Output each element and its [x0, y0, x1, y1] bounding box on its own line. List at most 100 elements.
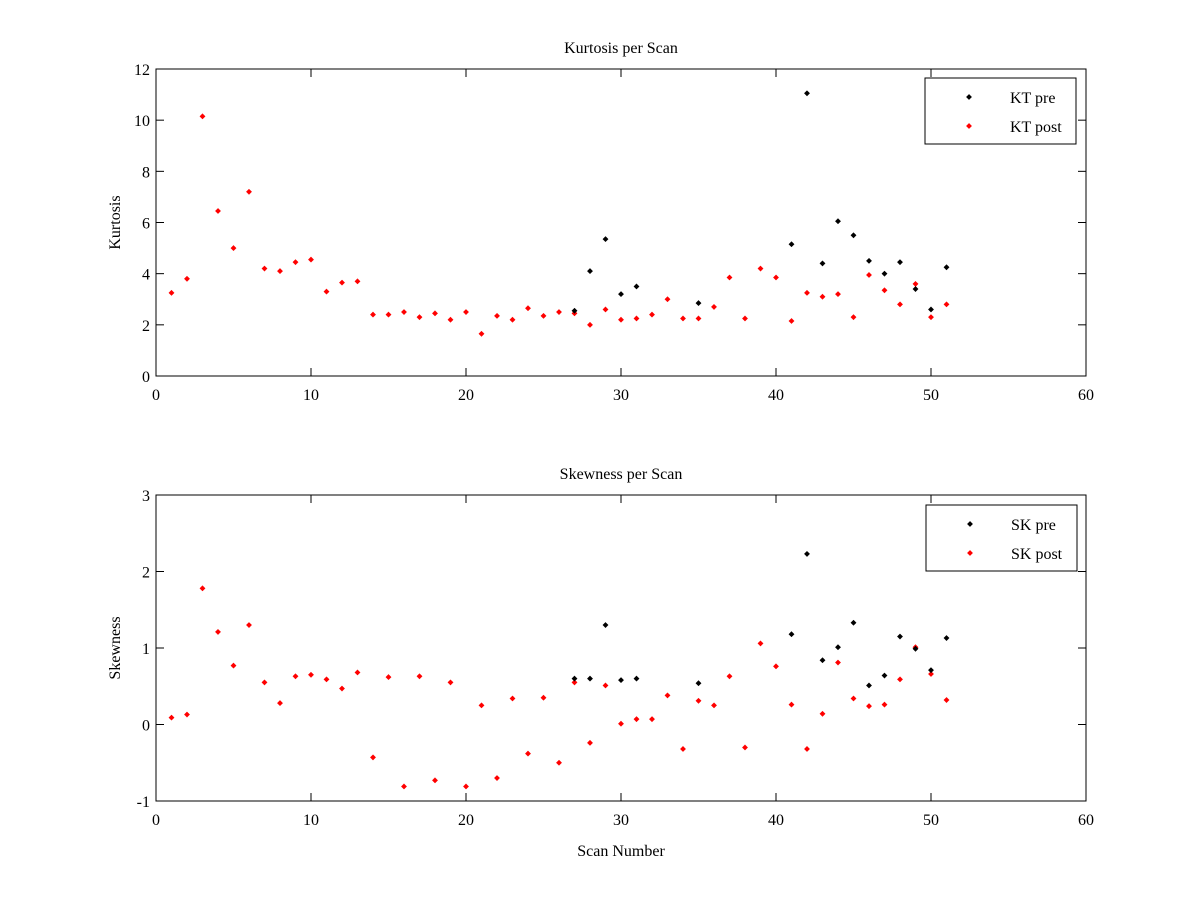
legend-entry-label: KT pre — [1010, 90, 1055, 107]
data-point — [757, 265, 764, 272]
data-point — [277, 700, 283, 707]
data-point — [649, 716, 655, 723]
data-point — [602, 682, 609, 689]
data-point — [184, 711, 190, 718]
data-point — [711, 702, 717, 709]
data-point — [447, 316, 454, 323]
data-point — [494, 775, 500, 781]
legend-entry-label: SK post — [1011, 546, 1063, 563]
legend: SK pre SK post — [925, 504, 1078, 572]
data-point — [897, 259, 903, 266]
data-point — [695, 697, 702, 704]
data-point — [850, 232, 857, 239]
y-tick-label: -1 — [137, 794, 150, 811]
data-point — [695, 315, 702, 322]
data-point — [308, 256, 314, 263]
data-point — [370, 311, 376, 318]
data-point — [680, 746, 686, 752]
data-point — [742, 315, 748, 322]
data-point — [633, 283, 640, 290]
x-tick-label: 30 — [613, 812, 629, 829]
data-point — [587, 321, 593, 328]
data-point — [509, 316, 516, 323]
data-point — [215, 629, 221, 635]
legend-entry-label: SK pre — [1011, 517, 1056, 534]
series-sk-post — [168, 585, 950, 790]
chart-title: Kurtosis per Scan — [564, 40, 678, 57]
data-point — [354, 278, 361, 285]
data-point — [912, 645, 919, 652]
data-point — [664, 296, 671, 303]
data-point — [525, 750, 531, 757]
data-point — [215, 208, 221, 214]
data-point — [726, 673, 733, 680]
y-tick-label: 0 — [142, 369, 150, 386]
data-point — [633, 315, 640, 322]
data-point — [788, 318, 795, 324]
data-point — [509, 695, 516, 702]
series-sk-pre — [571, 550, 950, 689]
data-point — [323, 288, 330, 295]
data-point — [928, 314, 934, 321]
data-point — [649, 311, 655, 318]
y-tick-label: 0 — [142, 718, 150, 735]
legend-entry-label: KT post — [1010, 119, 1062, 136]
data-point — [602, 622, 609, 628]
data-point — [897, 633, 903, 640]
data-point — [261, 265, 268, 272]
y-axis-label: Skewness — [107, 616, 124, 679]
data-point — [881, 270, 888, 277]
data-point — [835, 218, 841, 225]
data-point — [168, 289, 175, 296]
data-point — [478, 702, 485, 709]
data-point — [463, 309, 469, 315]
y-tick-label: 4 — [142, 267, 150, 284]
data-point — [618, 720, 624, 727]
legend-box — [924, 77, 1077, 145]
data-point — [804, 90, 810, 97]
data-point — [556, 309, 562, 315]
x-tick-label: 60 — [1078, 812, 1094, 829]
data-point — [308, 671, 314, 678]
y-tick-label: 10 — [134, 113, 150, 130]
data-point — [246, 188, 252, 195]
data-point — [602, 306, 609, 313]
data-point — [602, 236, 609, 243]
data-point — [587, 739, 593, 746]
legend-box — [925, 504, 1078, 572]
data-point — [773, 274, 779, 281]
data-point — [432, 310, 438, 317]
data-point — [199, 113, 206, 120]
data-point — [881, 701, 888, 708]
data-point — [711, 304, 717, 310]
y-tick-label: 1 — [142, 641, 150, 658]
data-point — [726, 274, 733, 281]
data-point — [168, 714, 175, 721]
data-point — [881, 672, 888, 679]
data-point — [866, 257, 872, 264]
data-point — [401, 783, 407, 790]
data-point — [618, 677, 624, 684]
data-point — [819, 260, 826, 267]
data-point — [571, 307, 578, 314]
data-point — [587, 675, 593, 682]
data-point — [943, 301, 950, 308]
x-tick-label: 40 — [768, 812, 784, 829]
data-point — [897, 301, 903, 308]
data-point — [742, 744, 748, 751]
data-point — [292, 673, 299, 680]
data-point — [788, 631, 795, 638]
legend-marker — [967, 550, 973, 556]
series-kt-post — [168, 113, 950, 337]
data-point — [835, 644, 841, 651]
data-point — [556, 759, 562, 766]
legend: KT pre KT post — [924, 77, 1077, 145]
x-tick-label: 20 — [458, 812, 474, 829]
data-point — [928, 671, 934, 677]
data-point — [943, 697, 950, 703]
data-point — [385, 311, 392, 318]
data-point — [866, 272, 872, 278]
data-point — [788, 241, 795, 248]
data-point — [804, 289, 810, 296]
